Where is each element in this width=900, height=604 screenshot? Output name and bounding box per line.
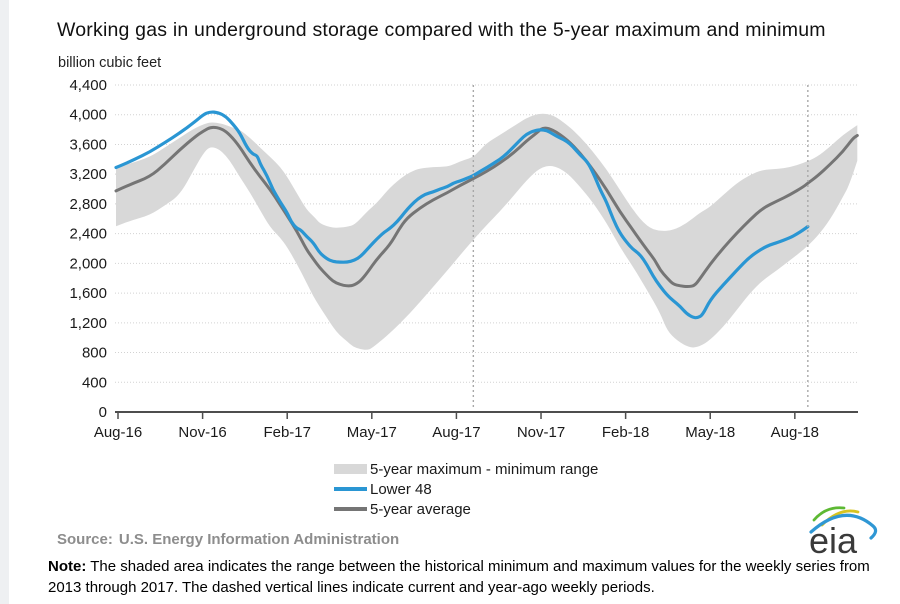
five-year-average-line bbox=[114, 125, 859, 289]
five-year-range-band bbox=[116, 113, 858, 350]
y-axis-label: 1,600 bbox=[69, 285, 107, 302]
y-axis-label: 2,400 bbox=[69, 226, 107, 243]
x-axis-label: Nov-17 bbox=[517, 424, 565, 441]
y-axis-label: 3,600 bbox=[69, 136, 107, 153]
y-axis-label: 3,200 bbox=[69, 166, 107, 183]
legend-item-average: 5-year average bbox=[334, 499, 598, 519]
x-axis-label: Aug-17 bbox=[432, 424, 480, 441]
eia-logo-green-arc bbox=[812, 506, 846, 522]
range-swatch bbox=[334, 464, 367, 474]
chart-legend: 5-year maximum - minimum range Lower 48 … bbox=[334, 459, 598, 519]
y-axis-label: 400 bbox=[82, 374, 107, 391]
legend-label-lower48: Lower 48 bbox=[370, 480, 432, 498]
y-axis-label: 800 bbox=[82, 345, 107, 362]
page-left-margin bbox=[0, 0, 9, 604]
y-axis-label: 4,400 bbox=[69, 77, 107, 94]
eia-logo-blue-arc bbox=[809, 513, 878, 540]
y-axis-unit-label: billion cubic feet bbox=[58, 55, 162, 71]
y-axis-label: 4,000 bbox=[69, 107, 107, 124]
source-label: Source: bbox=[57, 531, 113, 548]
lower48-swatch bbox=[334, 487, 367, 491]
eia-logo-text: eia bbox=[809, 520, 858, 560]
legend-label-range: 5-year maximum - minimum range bbox=[370, 460, 599, 478]
x-axis-label: Feb-17 bbox=[263, 424, 311, 441]
x-axis-label: Aug-16 bbox=[94, 424, 142, 441]
lower48-line bbox=[114, 110, 810, 320]
x-axis-label: May-18 bbox=[685, 424, 735, 441]
legend-label-average: 5-year average bbox=[370, 500, 471, 518]
x-axis-label: Feb-18 bbox=[602, 424, 650, 441]
eia-logo: eia bbox=[809, 506, 878, 560]
average-swatch bbox=[334, 507, 367, 511]
source-text: U.S. Energy Information Administration bbox=[118, 531, 400, 548]
source-line: Source: U.S. Energy Information Administr… bbox=[57, 531, 399, 548]
x-axis-label: Nov-16 bbox=[178, 424, 226, 441]
y-axis-label: 0 bbox=[99, 404, 107, 421]
y-axis-label: 2,000 bbox=[69, 255, 107, 272]
legend-item-range: 5-year maximum - minimum range bbox=[334, 459, 598, 479]
y-axis-label: 2,800 bbox=[69, 196, 107, 213]
note-label: Note: bbox=[48, 558, 87, 575]
x-axis-label: Aug-18 bbox=[771, 424, 819, 441]
legend-item-lower48: Lower 48 bbox=[334, 479, 598, 499]
chart-title: Working gas in underground storage compa… bbox=[57, 19, 826, 41]
note-paragraph: Note: The shaded area indicates the rang… bbox=[48, 556, 888, 598]
y-axis-label: 1,200 bbox=[69, 315, 107, 332]
note-text: The shaded area indicates the range betw… bbox=[48, 558, 870, 596]
x-axis-label: May-17 bbox=[347, 424, 397, 441]
